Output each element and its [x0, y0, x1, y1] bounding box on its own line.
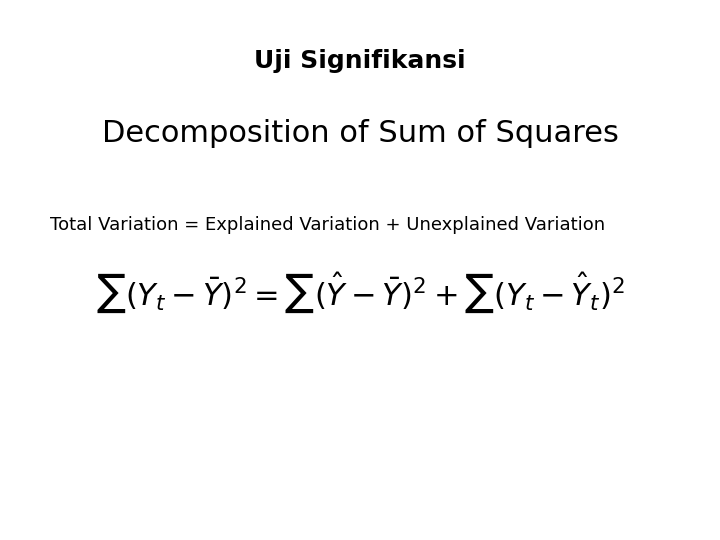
Text: Decomposition of Sum of Squares: Decomposition of Sum of Squares: [102, 119, 618, 148]
Text: Uji Signifikansi: Uji Signifikansi: [254, 49, 466, 72]
Text: $\sum(Y_t - \bar{Y})^2 = \sum(\hat{Y} - \bar{Y})^2 + \sum(Y_t - \hat{Y}_t)^2$: $\sum(Y_t - \bar{Y})^2 = \sum(\hat{Y} - …: [96, 270, 624, 315]
Text: Total Variation = Explained Variation + Unexplained Variation: Total Variation = Explained Variation + …: [50, 216, 606, 234]
